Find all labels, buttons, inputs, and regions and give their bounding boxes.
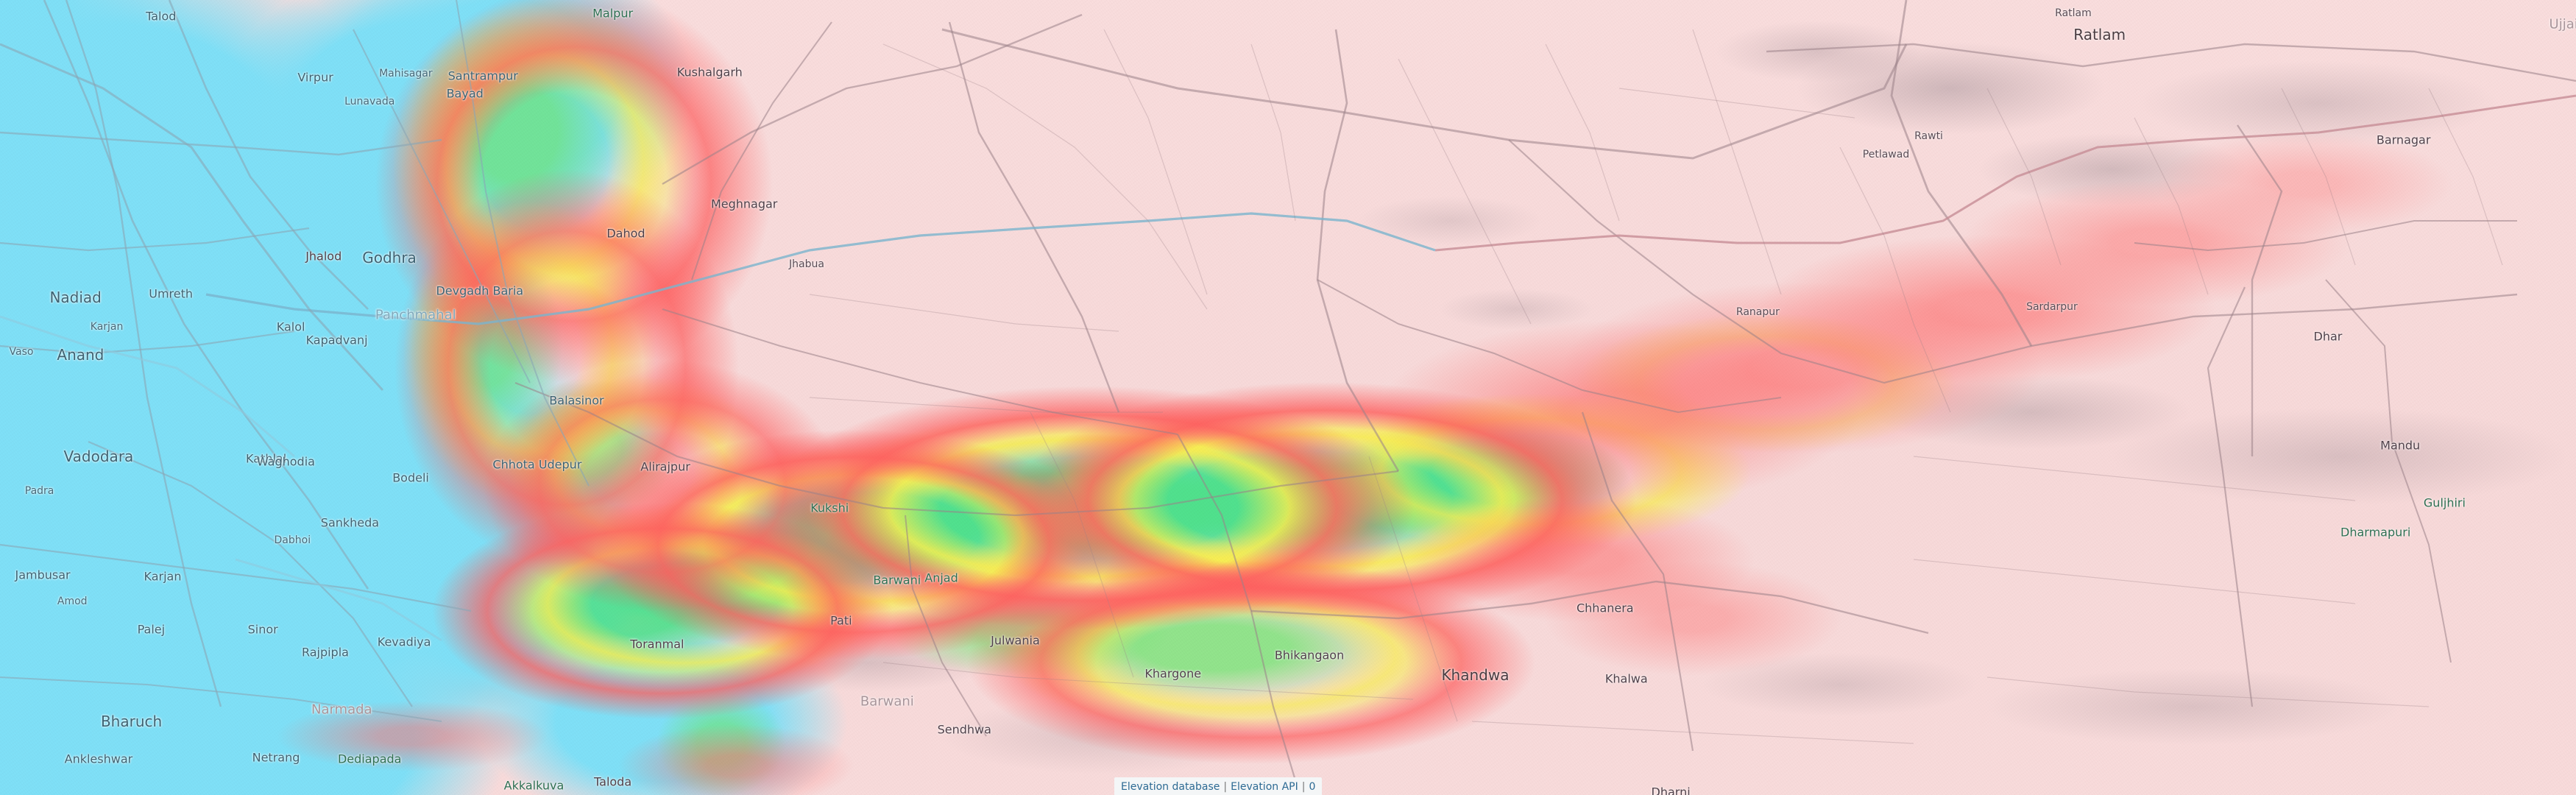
map-label: Sendhwa [937,722,991,737]
map-label: Anand [57,345,105,364]
map-label: Dharmapuri [2340,525,2411,540]
map-label: Julwania [991,633,1040,648]
map-label: Petlawad [1862,148,1910,160]
map-label: Umreth [149,286,194,301]
map-label: Bharuch [100,712,163,730]
map-label: Sankheda [320,515,380,530]
map-label: Ranapur [1735,305,1780,318]
map-label: Khandwa [1441,666,1510,685]
map-label: Akkalkuva [503,778,565,793]
attribution-separator-1: | [1223,781,1228,793]
attribution-link-elevation-api[interactable]: Elevation API [1231,781,1298,793]
map-label: Karjan [144,569,182,584]
map-label: Dahod [606,226,645,241]
map-label: Sinor [247,622,278,637]
map-label: Virpur [297,70,333,85]
map-label: Waghodia [256,454,315,469]
map-label: Anjad [924,570,958,585]
map-label: Kathlal [246,451,287,466]
map-label: Dharni [1651,785,1691,795]
map-label: Pati [830,613,852,628]
map-label: Khargone [1144,666,1202,681]
map-label: Kukshi [810,501,849,515]
map-label: Malpur [592,6,634,21]
map-label: Palej [137,622,166,637]
map-label: Bhikangaon [1274,648,1345,662]
map-label: Barnagar [2376,132,2431,147]
map-label: Vadodara [63,448,134,466]
map-label: Jambusar [15,568,71,582]
map-label: Balasinor [549,393,604,408]
map-label: Alirajpur [640,459,690,474]
map-label: Toranmal [630,637,684,651]
map-label: Ratlam [2055,7,2092,19]
map-label: Karjan [90,321,124,333]
map-label: Chhanera [1576,601,1634,615]
map-label: Khalwa [1604,671,1648,686]
map-label: Ujjain [2549,16,2576,32]
map-label: Kevadiya [377,635,431,649]
map-label: Godhra [362,249,417,267]
map-label: Ankleshwar [64,752,133,766]
map-label: Mahisagar [379,68,433,80]
map-label: Devgadh Baria [436,283,524,298]
map-label: Lunavada [344,96,395,108]
map-label: Santrampur [447,68,518,83]
map-label: Dhar [2313,329,2343,344]
map-label: Bodeli [392,470,429,485]
map-label: Panchmahal [375,307,456,323]
map-label: Netrang [252,750,300,765]
map-label: Amod [57,595,88,607]
map-label: Mandu [2380,438,2421,453]
map-label: Bayad [446,86,484,101]
map-label: Jhabua [789,258,824,271]
map-label: Meghnagar [710,197,778,211]
map-label: Chhota Udepur [492,457,582,472]
attribution-link-elevation-database[interactable]: Elevation database [1121,781,1220,793]
map-label: Guljhiri [2423,495,2466,510]
map-label: Barwani [860,693,914,710]
map-label: Nadiad [49,288,102,306]
map-label: Kushalgarh [676,65,743,80]
map-label: Ratlam [2073,25,2126,43]
map-label: Narmada [311,702,372,718]
map-label: Dediapada [337,752,402,766]
map-label: Barwani [873,573,921,587]
attribution-separator-2: | [1301,781,1306,793]
map-label: Sardarpur [2026,301,2078,314]
map-label: Taloda [594,774,632,789]
map-label: Kapadvanj [305,333,368,347]
attribution-link-truncated[interactable]: 0 [1309,781,1316,793]
map-label: Padra [24,485,54,498]
map-label: Dabhoi [274,534,311,547]
map-label: Rawti [1914,130,1943,143]
map-label: Rajpipla [301,645,349,660]
attribution-bar[interactable]: Elevation database | Elevation API | 0 [1114,777,1323,795]
map-label: Vaso [9,345,34,358]
map-label: Kalol [276,319,305,334]
map-label: Talod [146,9,177,24]
map-label: Jhalod [305,249,342,264]
